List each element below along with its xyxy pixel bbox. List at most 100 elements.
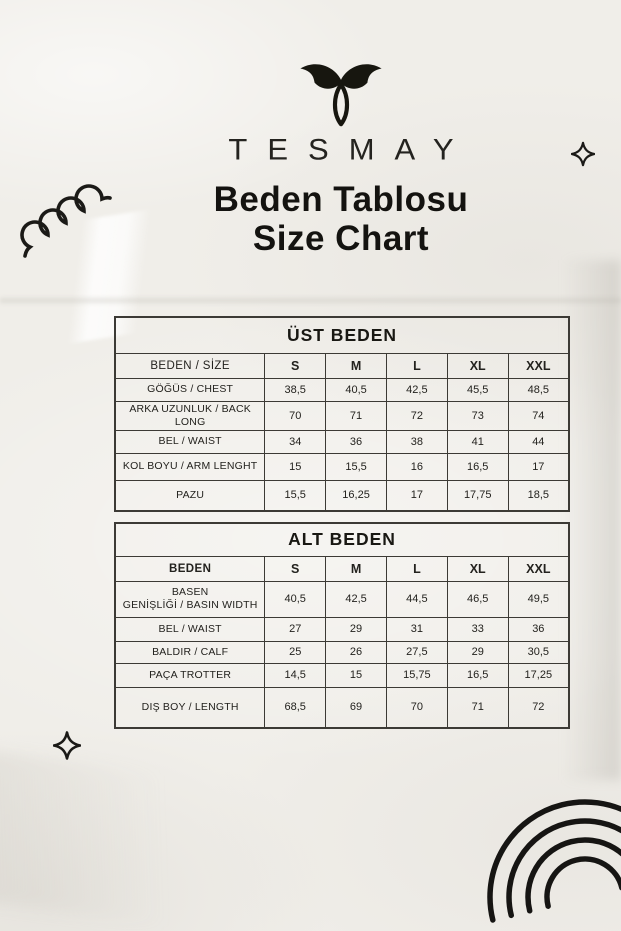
size-value-cell: 16,5 xyxy=(446,662,509,688)
four-point-sparkle-icon xyxy=(53,731,81,760)
paper-crease-line xyxy=(0,297,621,304)
measure-label-cell: PAZU xyxy=(114,479,266,512)
measure-label-cell: PAÇA TROTTER xyxy=(114,662,266,688)
size-column-header: S xyxy=(264,352,327,379)
size-value-cell: 72 xyxy=(507,686,570,729)
page-title-turkish: Beden Tablosu xyxy=(213,180,469,219)
table-row: GÖĞÜS / CHEST 38,5 40,5 42,5 45,5 48,5 xyxy=(114,377,570,402)
size-value-cell: 71 xyxy=(325,400,387,431)
table-row: BEL / WAIST 27 29 31 33 36 xyxy=(114,616,570,642)
size-value-cell: 33 xyxy=(446,616,509,642)
size-header-row: BEDEN S M L XL XXL xyxy=(114,555,570,582)
size-value-cell: 40,5 xyxy=(325,377,387,402)
size-value-cell: 74 xyxy=(507,400,570,431)
table-title: ALT BEDEN xyxy=(114,522,570,557)
size-value-cell: 26 xyxy=(325,640,387,664)
size-value-cell: 68,5 xyxy=(264,686,327,729)
size-value-cell: 27 xyxy=(264,616,327,642)
size-value-cell: 42,5 xyxy=(325,580,387,618)
size-value-cell: 30,5 xyxy=(507,640,570,664)
size-column-header: L xyxy=(385,352,448,379)
size-value-cell: 46,5 xyxy=(446,580,509,618)
size-value-cell: 27,5 xyxy=(385,640,448,664)
size-value-cell: 45,5 xyxy=(446,377,509,402)
size-header-label: BEDEN / SİZE xyxy=(114,352,266,379)
measure-label-cell: BEL / WAIST xyxy=(114,429,266,454)
size-value-cell: 15 xyxy=(325,662,387,688)
size-value-cell: 16 xyxy=(385,452,448,481)
size-tables: ÜST BEDEN BEDEN / SİZE S M L XL XXL GÖĞÜ… xyxy=(114,316,570,729)
table-row: PAÇA TROTTER 14,5 15 15,75 16,5 17,25 xyxy=(114,662,570,688)
rainbow-arcs-icon xyxy=(487,799,621,923)
size-value-cell: 15 xyxy=(264,452,327,481)
size-value-cell: 36 xyxy=(507,616,570,642)
measure-label-cell: BASEN GENİŞLİĞİ / BASIN WIDTH xyxy=(114,580,266,618)
upper-body-size-table: ÜST BEDEN BEDEN / SİZE S M L XL XXL GÖĞÜ… xyxy=(114,316,570,512)
size-column-header: XXL xyxy=(507,555,570,582)
size-value-cell: 44 xyxy=(507,429,570,454)
measure-label-cell: DIŞ BOY / LENGTH xyxy=(114,686,266,729)
size-value-cell: 69 xyxy=(325,686,387,729)
table-title-row: ÜST BEDEN xyxy=(114,316,570,354)
size-header-label: BEDEN xyxy=(114,555,266,582)
size-column-header: M xyxy=(325,555,387,582)
size-value-cell: 73 xyxy=(446,400,509,431)
size-value-cell: 29 xyxy=(446,640,509,664)
size-value-cell: 15,5 xyxy=(325,452,387,481)
size-value-cell: 17 xyxy=(507,452,570,481)
size-value-cell: 17,25 xyxy=(507,662,570,688)
size-value-cell: 40,5 xyxy=(264,580,327,618)
lower-body-size-table: ALT BEDEN BEDEN S M L XL XXL BASEN GENİŞ… xyxy=(114,522,570,729)
size-value-cell: 48,5 xyxy=(507,377,570,402)
size-value-cell: 17,75 xyxy=(446,479,509,512)
size-value-cell: 44,5 xyxy=(385,580,448,618)
measure-label-cell: KOL BOYU / ARM LENGHT xyxy=(114,452,266,481)
table-title: ÜST BEDEN xyxy=(114,316,570,354)
measure-label-cell: ARKA UZUNLUK / BACK LONG xyxy=(114,400,266,431)
size-value-cell: 18,5 xyxy=(507,479,570,512)
coil-squiggle-icon xyxy=(20,184,112,258)
size-value-cell: 49,5 xyxy=(507,580,570,618)
size-header-row: BEDEN / SİZE S M L XL XXL xyxy=(114,352,570,379)
size-value-cell: 70 xyxy=(385,686,448,729)
size-value-cell: 31 xyxy=(385,616,448,642)
four-point-sparkle-icon xyxy=(571,141,595,167)
size-column-header: S xyxy=(264,555,327,582)
size-value-cell: 36 xyxy=(325,429,387,454)
size-value-cell: 72 xyxy=(385,400,448,431)
paper-shade-bottom-left xyxy=(0,749,299,931)
size-value-cell: 25 xyxy=(264,640,327,664)
size-value-cell: 17 xyxy=(385,479,448,512)
table-title-row: ALT BEDEN xyxy=(114,522,570,557)
size-value-cell: 16,5 xyxy=(446,452,509,481)
measure-label-cell: BEL / WAIST xyxy=(114,616,266,642)
table-row: BASEN GENİŞLİĞİ / BASIN WIDTH 40,5 42,5 … xyxy=(114,580,570,618)
table-row: KOL BOYU / ARM LENGHT 15 15,5 16 16,5 17 xyxy=(114,452,570,481)
size-value-cell: 15,5 xyxy=(264,479,327,512)
size-column-header: L xyxy=(385,555,448,582)
table-row: DIŞ BOY / LENGTH 68,5 69 70 71 72 xyxy=(114,686,570,729)
table-row: BEL / WAIST 34 36 38 41 44 xyxy=(114,429,570,454)
table-row: BALDIR / CALF 25 26 27,5 29 30,5 xyxy=(114,640,570,664)
size-value-cell: 34 xyxy=(264,429,327,454)
size-value-cell: 14,5 xyxy=(264,662,327,688)
measure-label-cell: GÖĞÜS / CHEST xyxy=(114,377,266,402)
brand-name: TESMAY xyxy=(228,132,474,167)
page-title-english: Size Chart xyxy=(252,219,430,258)
size-value-cell: 29 xyxy=(325,616,387,642)
header: TESMAY Beden Tablosu Size Chart xyxy=(61,60,621,258)
table-row: PAZU 15,5 16,25 17 17,75 18,5 xyxy=(114,479,570,512)
size-value-cell: 42,5 xyxy=(385,377,448,402)
size-value-cell: 38 xyxy=(385,429,448,454)
size-value-cell: 15,75 xyxy=(385,662,448,688)
size-column-header: XL xyxy=(446,352,509,379)
size-value-cell: 16,25 xyxy=(325,479,387,512)
table-row: ARKA UZUNLUK / BACK LONG 70 71 72 73 74 xyxy=(114,400,570,431)
measure-label-cell: BALDIR / CALF xyxy=(114,640,266,664)
size-value-cell: 41 xyxy=(446,429,509,454)
size-column-header: XL xyxy=(446,555,509,582)
size-column-header: M xyxy=(325,352,387,379)
size-column-header: XXL xyxy=(507,352,570,379)
size-value-cell: 70 xyxy=(264,400,327,431)
